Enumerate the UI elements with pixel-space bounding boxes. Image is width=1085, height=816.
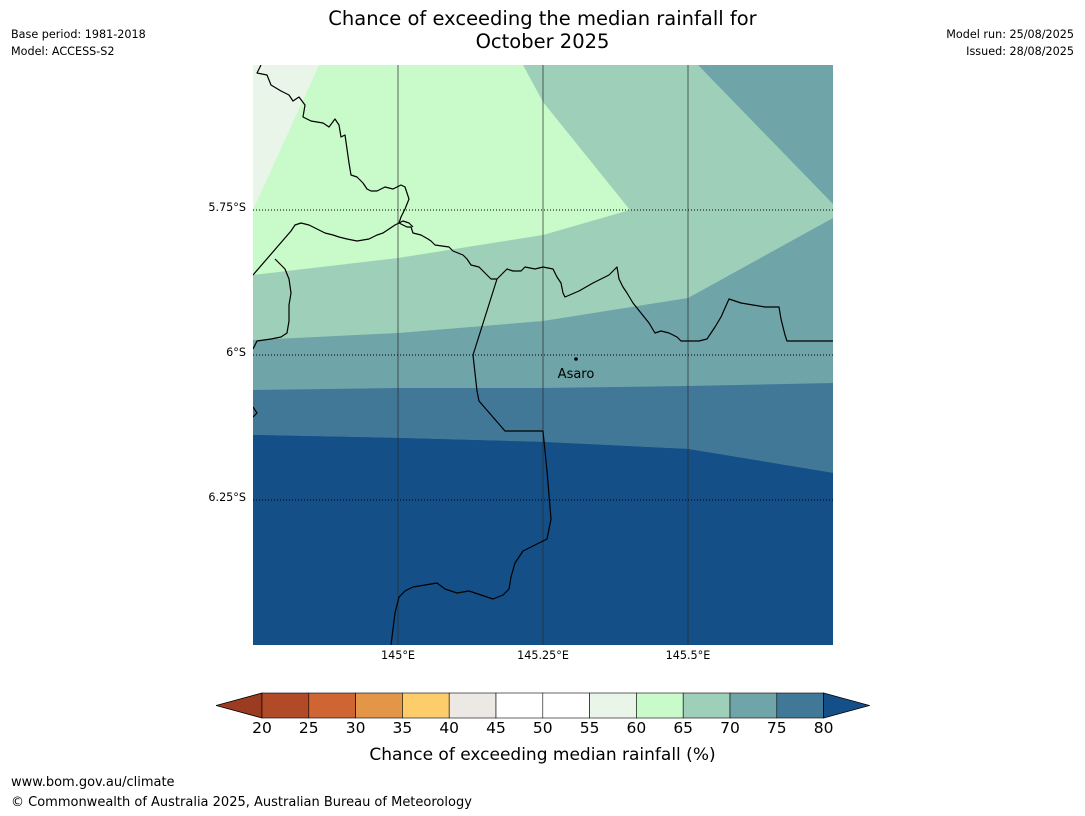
colorbar-tick-label: 35 <box>392 719 413 737</box>
colorbar-segment <box>589 692 637 719</box>
meta-left: Base period: 1981-2018 Model: ACCESS-S2 <box>11 26 146 60</box>
map-title: Chance of exceeding the median rainfall … <box>0 7 1085 53</box>
colorbar-segment <box>729 692 778 719</box>
model-text: Model: ACCESS-S2 <box>11 45 115 58</box>
base-period-text: Base period: 1981-2018 <box>11 28 146 41</box>
meta-right: Model run: 25/08/2025 Issued: 28/08/2025 <box>946 26 1074 60</box>
model-run-text: Model run: 25/08/2025 <box>946 28 1074 41</box>
lat-label-6: 6°S <box>226 346 246 359</box>
colorbar-tick-label: 50 <box>532 719 553 737</box>
colorbar-tick-label: 70 <box>720 719 740 737</box>
colorbar-tick-label: 75 <box>766 719 787 737</box>
colorbar-segment <box>308 692 356 719</box>
band-55-60 <box>253 65 630 275</box>
colorbar-tick-label: 25 <box>298 719 319 737</box>
colorbar-segment <box>636 692 684 719</box>
footer-copyright: © Commonwealth of Australia 2025, Austra… <box>11 795 472 810</box>
colorbar-tick-label: 40 <box>439 719 460 737</box>
footer-url: www.bom.gov.au/climate <box>11 775 175 790</box>
colorbar-tick-label: 20 <box>252 719 272 737</box>
asaro-label: Asaro <box>558 367 595 382</box>
colorbar-segment <box>776 692 824 719</box>
colorbar-svg <box>214 692 872 719</box>
colorbar-segment <box>402 692 450 719</box>
colorbar-over-arrow <box>823 692 872 719</box>
colorbar-tick-label: 60 <box>626 719 647 737</box>
colorbar-segment <box>542 692 590 719</box>
colorbar-segment <box>682 692 731 719</box>
lat-label-6-25: 6.25°S <box>208 491 246 504</box>
issued-text: Issued: 28/08/2025 <box>966 45 1074 58</box>
colorbar-tick-label: 55 <box>579 719 600 737</box>
colorbar-segment <box>355 692 403 719</box>
colorbar-segment <box>448 692 497 719</box>
colorbar-tick-label: 80 <box>813 719 834 737</box>
colorbar-segment <box>495 692 544 719</box>
asaro-marker <box>574 357 578 361</box>
boundary-west-edge <box>252 258 292 350</box>
colorbar-title: Chance of exceeding median rainfall (%) <box>369 745 716 765</box>
colorbar-tick-label: 65 <box>673 719 694 737</box>
colorbar-tick-label: 30 <box>345 719 366 737</box>
map-panel: Asaro <box>252 64 833 646</box>
province-boundaries <box>252 64 833 646</box>
colorbar-under-arrow <box>214 692 263 719</box>
lat-label-5-75: 5.75°S <box>208 201 246 214</box>
lon-label-145-5: 145.5°E <box>665 649 711 662</box>
map-title-line1: Chance of exceeding the median rainfall … <box>328 7 757 30</box>
map-svg: Asaro <box>252 64 833 646</box>
boundary-west <box>252 220 414 276</box>
colorbar <box>214 692 872 724</box>
colorbar-tick-label: 45 <box>486 719 506 737</box>
colorbar-segment <box>261 692 310 719</box>
lon-label-145: 145°E <box>380 649 416 662</box>
boundary-west-tip <box>252 406 258 418</box>
boundary-northwest <box>256 64 833 342</box>
boundary-central <box>390 278 552 646</box>
map-title-line2: October 2025 <box>475 30 610 53</box>
lon-label-145-25: 145.25°E <box>517 649 569 662</box>
